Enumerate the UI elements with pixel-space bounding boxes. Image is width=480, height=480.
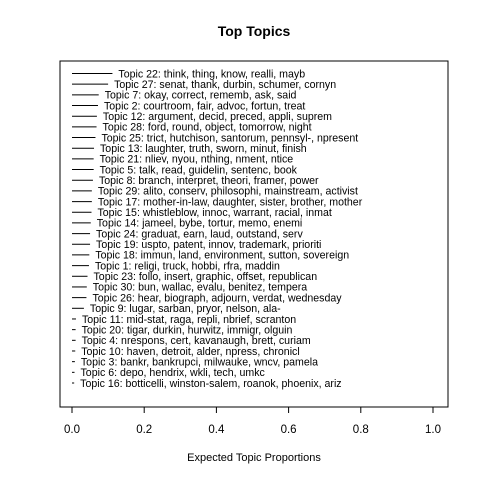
topic-label: Topic 29: alito, conserv, philosophi, ma… [98, 186, 358, 198]
topic-label: Topic 6: depo, hendrix, wkli, tech, umkc [81, 367, 266, 379]
x-tick-label: 1.0 [425, 424, 441, 436]
topic-label: Topic 12: argument, decid, preced, appli… [103, 111, 332, 123]
topic-label: Topic 26: hear, biograph, adjourn, verda… [92, 292, 342, 304]
topic-label: Topic 16: botticelli, winston-salem, roa… [80, 378, 341, 390]
x-tick-label: 0.4 [208, 424, 225, 436]
topic-label: Topic 20: tigar, durkin, hurwitz, immigr… [82, 324, 293, 336]
x-axis: 0.0 0.2 0.4 0.6 0.8 1.0 [64, 406, 441, 436]
topic-label: Topic 9: lugar, sarban, pryor, nelson, a… [90, 303, 281, 315]
topic-label: Topic 28: ford, round, object, tomorrow,… [103, 122, 312, 134]
topic-label: Topic 8: branch, interpret, theori, fram… [99, 175, 319, 187]
topic-label: Topic 23: follo, insert, graphic, offset… [94, 271, 318, 283]
topic-label: Topic 24: graduat, earn, laud, outstand,… [96, 228, 303, 240]
topic-label: Topic 11: mid-stat, raga, repli, nbrief,… [82, 314, 296, 326]
topic-label: Topic 15: whistleblow, innoc, warrant, r… [97, 207, 331, 219]
chart-title: Top Topics [218, 23, 291, 39]
x-axis-label: Expected Topic Proportions [187, 452, 321, 464]
topic-label: Topic 18: immun, land, environment, sutt… [95, 250, 349, 262]
x-tick-label: 0.8 [353, 424, 369, 436]
topic-label: Topic 21: nliev, nyou, nthing, nment, nt… [100, 154, 294, 166]
topic-label: Topic 14: jameel, bybe, tortur, memo, en… [97, 218, 303, 230]
topic-label: Topic 25: trict, hutchison, santorum, pe… [101, 132, 358, 144]
topic-label: Topic 4: nrespons, cert, kavanaugh, bret… [82, 335, 311, 347]
topic-label: Topic 17: mother-in-law, daughter, siste… [98, 196, 363, 208]
x-tick-label: 0.6 [281, 424, 297, 436]
topic-label: Topic 1: religi, truck, hobbi, rfra, mad… [95, 260, 280, 272]
topic-label: Topic 10: haven, detroit, alder, npress,… [81, 346, 299, 358]
topic-label: Topic 5: talk, read, guidelin, sentenc, … [100, 164, 298, 176]
topic-label: Topic 22: think, thing, know, realli, ma… [118, 68, 305, 80]
topic-label: Topic 19: uspto, patent, innov, trademar… [96, 239, 321, 251]
x-tick-label: 0.0 [64, 424, 80, 436]
x-tick-label: 0.2 [136, 424, 152, 436]
topic-label: Topic 3: bankr, bankrupci, milwauke, wnc… [81, 356, 318, 368]
topic-label: Topic 30: bun, wallac, evalu, benitez, t… [93, 282, 307, 294]
topic-label: Topic 7: okay, correct, rememb, ask, sai… [105, 90, 297, 102]
topic-label: Topic 13: laughter, truth, sworn, minut,… [100, 143, 307, 155]
topic-label: Topic 2: courtroom, fair, advoc, fortun,… [104, 100, 305, 112]
topic-label: Topic 27: senat, thank, durbin, schumer,… [114, 79, 336, 91]
topic-lines: Topic 22: think, thing, know, realli, ma… [72, 68, 363, 390]
